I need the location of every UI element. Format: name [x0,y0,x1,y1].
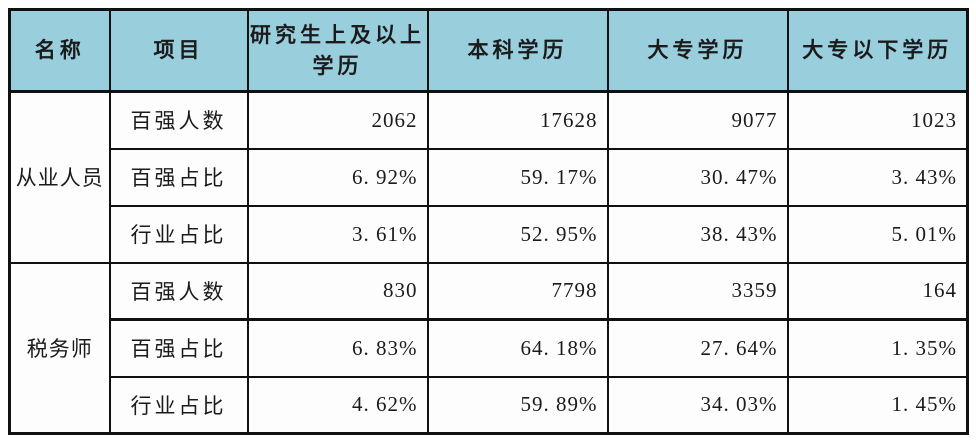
value-cell: 59. 89% [426,375,609,435]
value-cell: 6. 83% [246,318,429,378]
value-cell: 30. 47% [606,147,789,207]
header-edu-college-label: 大专学历 [647,38,748,63]
value-cell: 2062 [246,90,429,150]
row-label-cell: 百强人数 [108,261,249,321]
table-row: 行业占比 3. 61% 52. 95% 38. 43% 5. 01% [10,204,969,264]
header-cell-edu-bachelor: 本科学历 [426,8,609,93]
value-cell: 3. 43% [786,147,969,207]
value-cell: 164 [786,261,969,321]
group-cell-practitioners: 从业人员 [8,90,111,264]
value-cell: 1. 35% [786,318,969,378]
group-cell-tax-agents: 税务师 [8,261,111,435]
education-stats-table: 名称 项目 研究生上及以上 学历 本科学历 大专学历 大专以下学历 从业人员 百… [8,8,969,435]
value-cell: 5. 01% [786,204,969,264]
table-row: 百强占比 6. 83% 64. 18% 27. 64% 1. 35% [10,318,969,378]
value-cell: 3. 61% [246,204,429,264]
row-label-cell: 百强占比 [108,147,249,207]
value-cell: 59. 17% [426,147,609,207]
value-cell: 7798 [426,261,609,321]
value-cell: 27. 64% [606,318,789,378]
row-label-cell: 百强占比 [108,318,249,378]
value-cell: 38. 43% [606,204,789,264]
value-cell: 9077 [606,90,789,150]
value-cell: 64. 18% [426,318,609,378]
header-edu-grad-line1: 研究生上及以上 [250,23,425,48]
row-label-cell: 行业占比 [108,204,249,264]
header-cell-edu-below-college: 大专以下学历 [786,8,969,93]
row-label-cell: 百强人数 [108,90,249,150]
header-cell-name: 名称 [8,8,111,93]
header-row: 名称 项目 研究生上及以上 学历 本科学历 大专学历 大专以下学历 [8,8,969,93]
table-row: 行业占比 4. 62% 59. 89% 34. 03% 1. 45% [10,375,969,435]
value-cell: 1023 [786,90,969,150]
header-cell-edu-grad: 研究生上及以上 学历 [246,8,429,93]
table-row: 税务师 百强人数 830 7798 3359 164 [8,261,969,435]
header-item-label: 项目 [153,38,204,63]
value-cell: 52. 95% [426,204,609,264]
value-cell: 17628 [426,90,609,150]
header-edu-below-college-label: 大专以下学历 [802,38,953,63]
value-cell: 3359 [606,261,789,321]
value-cell: 6. 92% [246,147,429,207]
value-cell: 4. 62% [246,375,429,435]
value-cell: 34. 03% [606,375,789,435]
value-cell: 1. 45% [786,375,969,435]
header-edu-grad-line2: 学历 [312,53,363,78]
header-name-label: 名称 [34,38,85,63]
table-row: 从业人员 百强人数 2062 17628 9077 1023 [8,90,969,264]
header-cell-item: 项目 [108,8,249,93]
row-label-cell: 行业占比 [108,375,249,435]
table-row: 百强占比 6. 92% 59. 17% 30. 47% 3. 43% [10,147,969,207]
header-cell-edu-college: 大专学历 [606,8,789,93]
value-cell: 830 [246,261,429,321]
header-edu-bachelor-label: 本科学历 [467,38,568,63]
